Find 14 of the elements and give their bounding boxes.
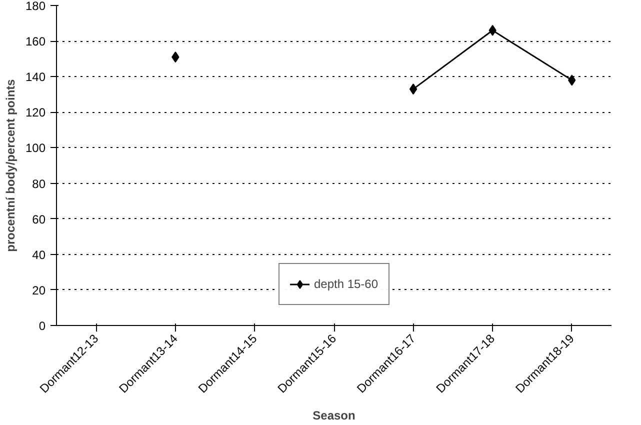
y-tick-label: 20	[32, 283, 46, 298]
legend-label: depth 15-60	[314, 277, 378, 291]
y-tick-label: 140	[25, 70, 46, 84]
x-axis-title: Season	[312, 408, 356, 423]
y-tick-label: 100	[25, 141, 46, 156]
y-tick-label: 120	[25, 106, 46, 120]
y-tick-label: 180	[25, 0, 46, 13]
y-axis-title: procentní body/percent points	[3, 78, 18, 252]
point	[409, 84, 418, 95]
y-tick-label: 40	[32, 248, 46, 262]
y-tick-label: 160	[25, 34, 46, 49]
y-tick-label: 80	[32, 176, 46, 191]
y-tick-label: 0	[38, 319, 46, 333]
y-tick-label: 60	[32, 212, 46, 226]
